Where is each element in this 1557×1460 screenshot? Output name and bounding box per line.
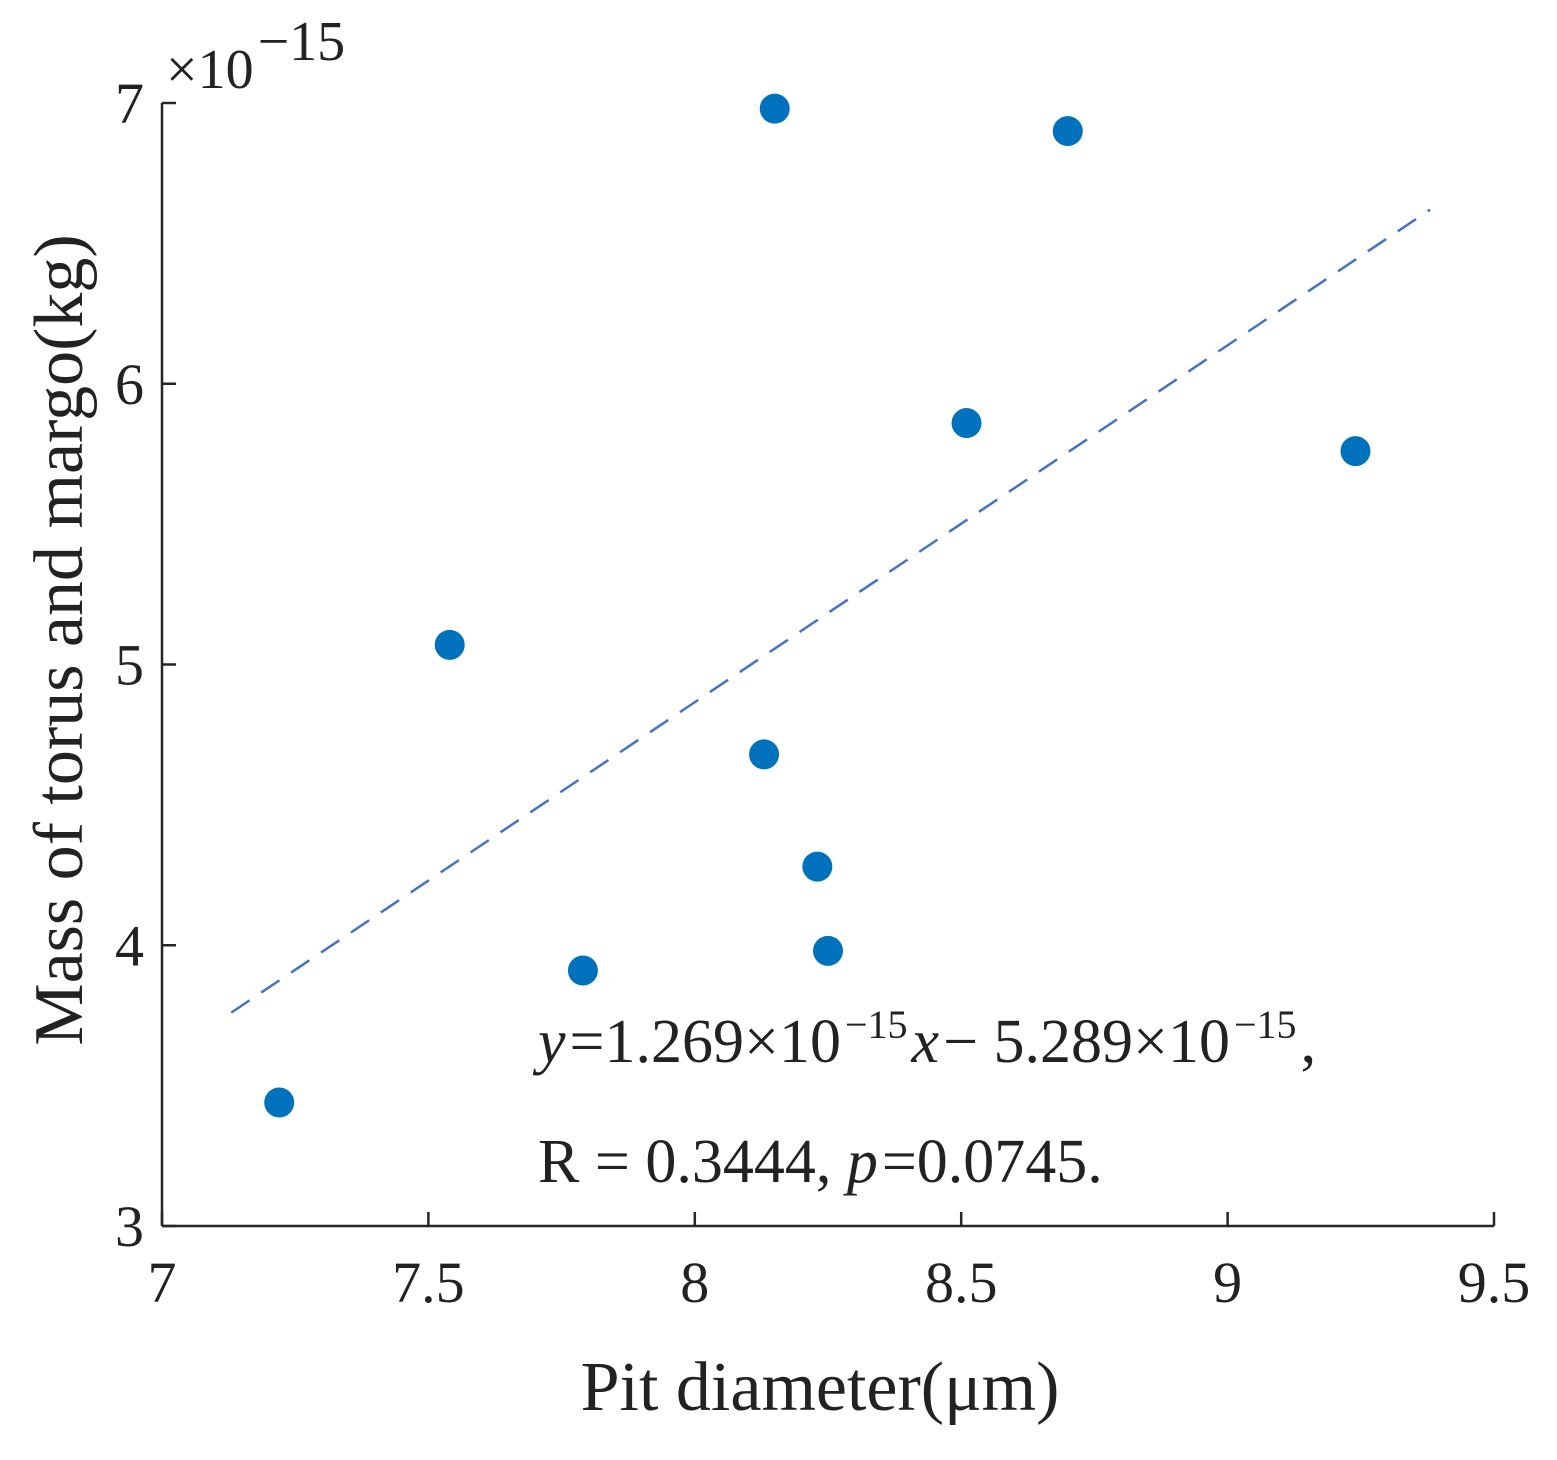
data-point xyxy=(1052,116,1083,147)
data-point xyxy=(802,851,833,882)
eq-end: , xyxy=(1301,1008,1317,1076)
eq-slope: =1.269×10 xyxy=(570,1008,841,1076)
y-tick-label: 4 xyxy=(115,913,144,978)
y-tick-label: 3 xyxy=(115,1194,144,1259)
eq-intercept-exp: −15 xyxy=(1234,1002,1297,1047)
data-point xyxy=(434,629,465,660)
data-point xyxy=(1340,436,1371,467)
data-point xyxy=(759,93,790,124)
x-tick-label: 7.5 xyxy=(392,1250,465,1315)
fit-line xyxy=(230,208,1431,1014)
y-tick-label: 7 xyxy=(115,71,144,136)
fit-line-group xyxy=(230,208,1431,1014)
data-point xyxy=(749,739,780,770)
data-point xyxy=(951,408,982,439)
x-tick-label: 9 xyxy=(1213,1250,1242,1315)
ticks: 7 7.5 8 8.5 9 9.5 3 4 5 6 7 xyxy=(115,71,1530,1315)
eq-x: x xyxy=(911,1008,940,1076)
y-exponent-base: ×10 xyxy=(166,39,254,101)
y-exponent-label: ×10 −15 xyxy=(166,11,345,101)
y-tick-label: 5 xyxy=(115,633,144,698)
eq-slope-exp: −15 xyxy=(845,1002,908,1047)
data-point xyxy=(567,955,598,986)
data-point xyxy=(264,1087,295,1118)
stat-r: R = 0.3444, xyxy=(538,1128,847,1196)
regression-stats: R = 0.3444, p =0.0745. xyxy=(538,1128,1103,1196)
eq-intercept: − 5.289×10 xyxy=(943,1008,1230,1076)
regression-equation: y =1.269×10 −15 x − 5.289×10 −15 , xyxy=(532,1002,1316,1076)
eq-y: y xyxy=(532,1008,566,1076)
data-points xyxy=(264,93,1371,1118)
x-tick-label: 9.5 xyxy=(1458,1250,1531,1315)
x-tick-label: 8.5 xyxy=(925,1250,998,1315)
x-tick-label: 8 xyxy=(680,1250,709,1315)
y-exponent-power: −15 xyxy=(258,11,346,73)
x-axis-label: Pit diameter(μm) xyxy=(581,1349,1060,1426)
y-axis-label: Mass of torus and margo(kg) xyxy=(21,234,98,1045)
data-point xyxy=(813,935,843,966)
x-tick-label: 7 xyxy=(148,1250,177,1315)
y-tick-label: 6 xyxy=(115,352,144,417)
stat-p-symbol: p xyxy=(843,1128,878,1196)
stat-p-value: =0.0745. xyxy=(882,1128,1103,1196)
